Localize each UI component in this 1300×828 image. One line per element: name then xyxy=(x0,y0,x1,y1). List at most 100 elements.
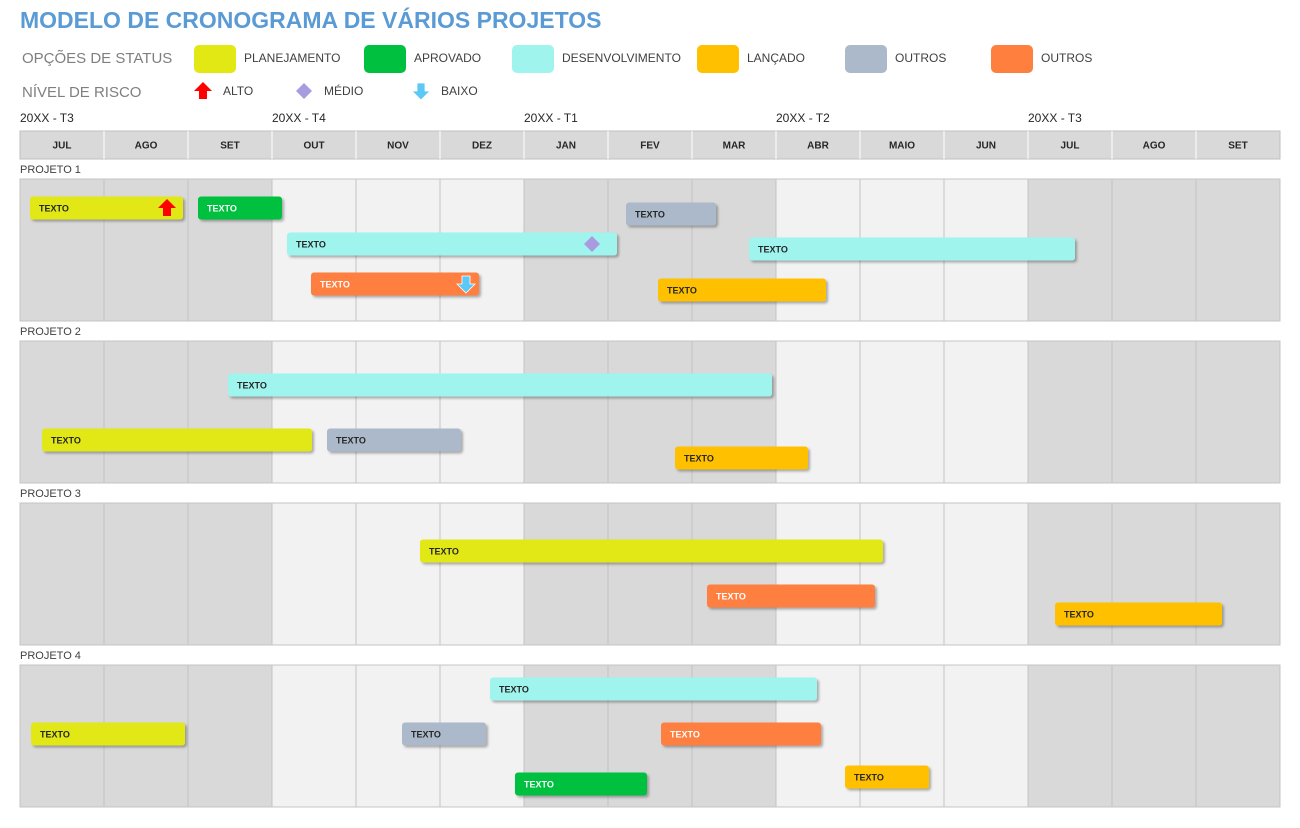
status-name: APROVADO xyxy=(414,51,481,65)
task-label: TEXTO xyxy=(320,279,350,289)
task-label: TEXTO xyxy=(758,244,788,254)
risk-name: MÉDIO xyxy=(324,83,363,98)
task-label: TEXTO xyxy=(854,772,884,782)
task-bar xyxy=(287,232,617,256)
month-label: SET xyxy=(220,141,239,152)
month-cell xyxy=(607,502,693,646)
task-bar xyxy=(490,677,817,701)
task-bar xyxy=(402,722,486,746)
quarter-label: 20XX - T1 xyxy=(524,111,578,125)
quarter-label: 20XX - T2 xyxy=(776,111,830,125)
month-cell xyxy=(439,502,525,646)
task-label: TEXTO xyxy=(429,546,459,556)
status-swatch xyxy=(991,45,1033,73)
month-cell xyxy=(1027,340,1113,484)
risk-icon-low xyxy=(456,275,476,294)
risk-name: BAIXO xyxy=(441,84,478,98)
month-cell xyxy=(187,502,273,646)
month-label: JUL xyxy=(53,141,72,152)
month-label: AGO xyxy=(1143,141,1166,152)
risk-icon-medium xyxy=(296,83,312,99)
month-cell xyxy=(355,340,441,484)
month-label: JAN xyxy=(556,141,576,152)
task-label: TEXTO xyxy=(499,684,529,694)
month-cell xyxy=(1195,664,1281,808)
task-bar xyxy=(311,272,479,296)
status-name: LANÇADO xyxy=(747,51,805,65)
quarter-label: 20XX - T4 xyxy=(272,111,326,125)
month-cell xyxy=(943,502,1029,646)
risk-name: ALTO xyxy=(223,84,253,98)
task-label: TEXTO xyxy=(684,453,714,463)
task-label: TEXTO xyxy=(670,729,700,739)
month-cell xyxy=(1027,664,1113,808)
task-label: TEXTO xyxy=(1064,609,1094,619)
status-name: DESENVOLVIMENTO xyxy=(562,51,681,65)
task-label: TEXTO xyxy=(336,435,366,445)
task-label: TEXTO xyxy=(667,285,697,295)
task-bar xyxy=(661,722,821,746)
task-bar xyxy=(31,722,185,746)
task-label: TEXTO xyxy=(411,729,441,739)
task-bar xyxy=(420,539,883,563)
month-label: DEZ xyxy=(472,141,492,152)
project-label: PROJETO 1 xyxy=(20,164,81,176)
project-label: PROJETO 4 xyxy=(20,650,81,662)
month-cell xyxy=(187,340,273,484)
month-cell xyxy=(691,502,777,646)
month-cell xyxy=(439,340,525,484)
task-bar xyxy=(198,196,282,220)
task-label: TEXTO xyxy=(524,779,554,789)
month-cell xyxy=(1111,664,1197,808)
risk-icon-low xyxy=(411,82,431,101)
task-label: TEXTO xyxy=(296,239,326,249)
status-swatch xyxy=(194,45,236,73)
quarter-label: 20XX - T3 xyxy=(20,111,74,125)
month-label: SET xyxy=(1228,141,1247,152)
quarter-label: 20XX - T3 xyxy=(1028,111,1082,125)
status-swatch xyxy=(364,45,406,73)
project-label: PROJETO 3 xyxy=(20,488,81,500)
status-swatch xyxy=(845,45,887,73)
task-bar xyxy=(42,428,312,452)
task-label: TEXTO xyxy=(207,203,237,213)
month-label: OUT xyxy=(303,141,324,152)
month-cell xyxy=(187,664,273,808)
month-cell xyxy=(1195,178,1281,322)
task-bar xyxy=(30,196,183,220)
month-label: FEV xyxy=(640,141,660,152)
month-cell xyxy=(859,502,945,646)
month-cell xyxy=(943,664,1029,808)
project-label: PROJETO 2 xyxy=(20,326,81,338)
task-bar xyxy=(707,584,875,608)
month-cell xyxy=(103,502,189,646)
month-label: ABR xyxy=(807,141,829,152)
month-cell xyxy=(943,340,1029,484)
month-label: MAIO xyxy=(889,141,915,152)
task-label: TEXTO xyxy=(39,203,69,213)
month-cell xyxy=(523,502,609,646)
risk-icon-medium xyxy=(584,236,600,252)
month-cell xyxy=(523,340,609,484)
task-bar xyxy=(749,237,1075,261)
status-label: OPÇÕES DE STATUS xyxy=(22,50,172,67)
month-label: NOV xyxy=(387,141,409,152)
month-cell xyxy=(19,340,105,484)
task-label: TEXTO xyxy=(237,380,267,390)
month-label: MAR xyxy=(723,141,747,152)
task-bar xyxy=(1055,602,1222,626)
month-cell xyxy=(1195,340,1281,484)
task-label: TEXTO xyxy=(40,729,70,739)
status-name: OUTROS xyxy=(895,51,946,65)
month-cell xyxy=(271,340,357,484)
risk-icon-high xyxy=(194,82,212,99)
task-bar xyxy=(845,765,929,789)
task-bar xyxy=(515,772,647,796)
month-header xyxy=(19,130,1281,160)
month-cell xyxy=(271,502,357,646)
month-cell xyxy=(271,664,357,808)
task-bar xyxy=(327,428,461,452)
task-bar xyxy=(228,373,772,397)
task-label: TEXTO xyxy=(716,591,746,601)
